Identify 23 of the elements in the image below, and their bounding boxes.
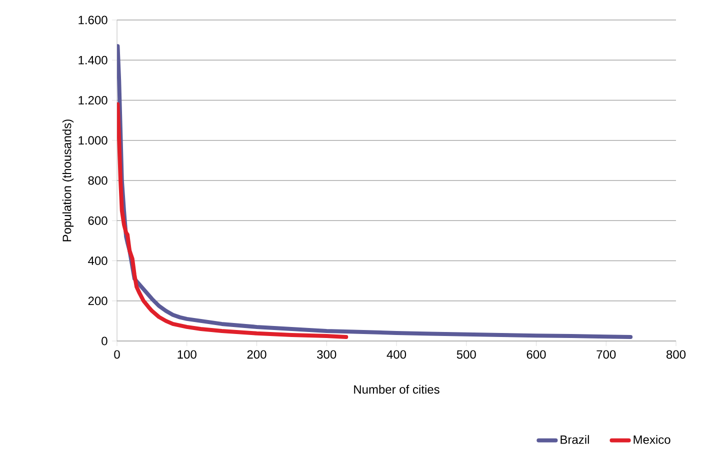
x-tick-label: 300 [317,350,336,359]
line-series [117,102,348,339]
y-tick-label: 1.400 [78,56,108,64]
x-tick-label: 200 [247,350,266,359]
x-tick-label: 700 [596,350,616,359]
y-tick-label: 1.200 [78,96,108,104]
y-tick-label: 800 [88,176,108,185]
y-tick-label: 400 [88,256,108,265]
y-axis-title: Population (thousands) [62,120,74,242]
x-tick-label: 800 [666,350,686,359]
legend-label: Mexico [634,435,670,444]
x-tick-label: 0 [114,350,120,359]
y-tick-label: 1.000 [78,136,108,145]
y-tick-label: 1.600 [78,16,108,24]
y-tick-label: 200 [88,296,108,306]
x-tick-label: 600 [526,350,546,359]
x-tick-label: 100 [178,350,196,359]
y-tick-label: 0 [102,336,108,346]
x-tick-label: 400 [386,350,406,359]
legend-label: Brazil [560,435,589,444]
y-tick-label: 600 [88,216,108,225]
x-axis-title: Number of cities [354,384,440,394]
x-tick-label: 500 [456,350,476,359]
